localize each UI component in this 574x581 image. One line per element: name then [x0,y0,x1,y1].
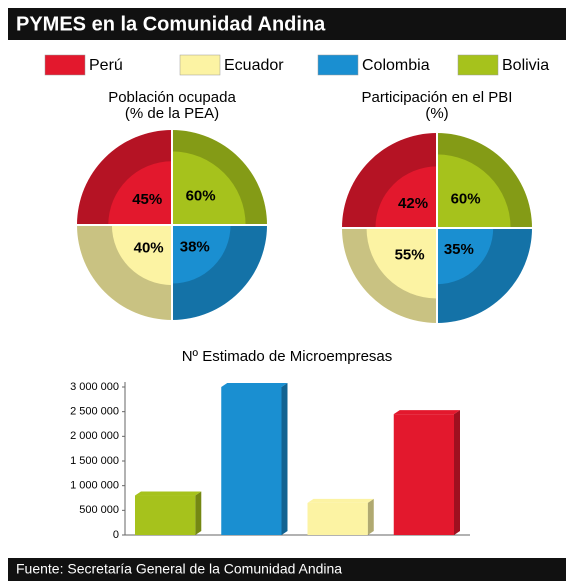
bar-side [454,410,460,535]
value-label: 45% [132,191,162,208]
bar [307,502,368,535]
legend-label: Bolivia [502,57,549,74]
bar-side-shade [195,491,202,535]
legend-swatch [457,54,499,76]
bar [393,414,454,535]
polar-sector [366,228,437,299]
value-label: 42% [398,195,428,212]
legend-swatch [317,54,359,76]
y-tick-label: 3 000 000 [70,381,119,393]
polar-sector [172,151,246,225]
footer: Fuente: Secretaría General de la Comunid… [16,561,342,577]
bar-side-shade [367,498,374,535]
bar-top [221,383,288,387]
value-label: 55% [395,246,425,263]
value-label: 40% [134,239,164,256]
title-bar [8,8,566,40]
y-tick-label: 2 000 000 [70,430,119,442]
footer-bar [8,558,566,581]
chart-title: Nº Estimado de Microempresas [182,348,393,365]
legend-swatch [44,54,86,76]
value-label: 35% [444,241,474,258]
polar-sector [108,161,172,225]
bar-top [393,410,460,415]
legend-label: Ecuador [224,57,284,74]
chart-subtitle: (% de la PEA) [125,105,219,122]
bar-side [195,491,202,535]
polar-sector [172,225,231,284]
y-tick-label: 1 500 000 [70,455,119,467]
value-label: 38% [180,239,210,256]
bar [221,387,282,535]
polar-sector [111,225,172,286]
bar-side-shade [281,383,288,535]
legend-label: Perú [89,57,123,74]
polar-sector [437,228,494,285]
polar-sector [375,166,437,228]
legend-label: Colombia [362,57,430,74]
value-label: 60% [186,187,216,204]
chart-title: Participación en el PBI [362,89,513,106]
bar-side-shade [454,410,460,535]
bar-side [367,498,374,535]
bar-top [307,498,374,503]
chart-subtitle: (%) [425,105,448,122]
y-tick-label: 2 500 000 [70,406,119,418]
title: PYMES en la Comunidad Andina [16,13,326,35]
value-label: 60% [451,190,481,207]
chart-title: Población ocupada [108,89,236,106]
y-tick-label: 500 000 [79,504,119,516]
bar-top [135,491,202,496]
bar-side [281,383,288,535]
y-tick-label: 0 [113,529,119,541]
legend-swatch [179,54,221,76]
y-tick-label: 1 000 000 [70,480,119,492]
bar [135,495,196,535]
polar-sector [437,154,511,228]
